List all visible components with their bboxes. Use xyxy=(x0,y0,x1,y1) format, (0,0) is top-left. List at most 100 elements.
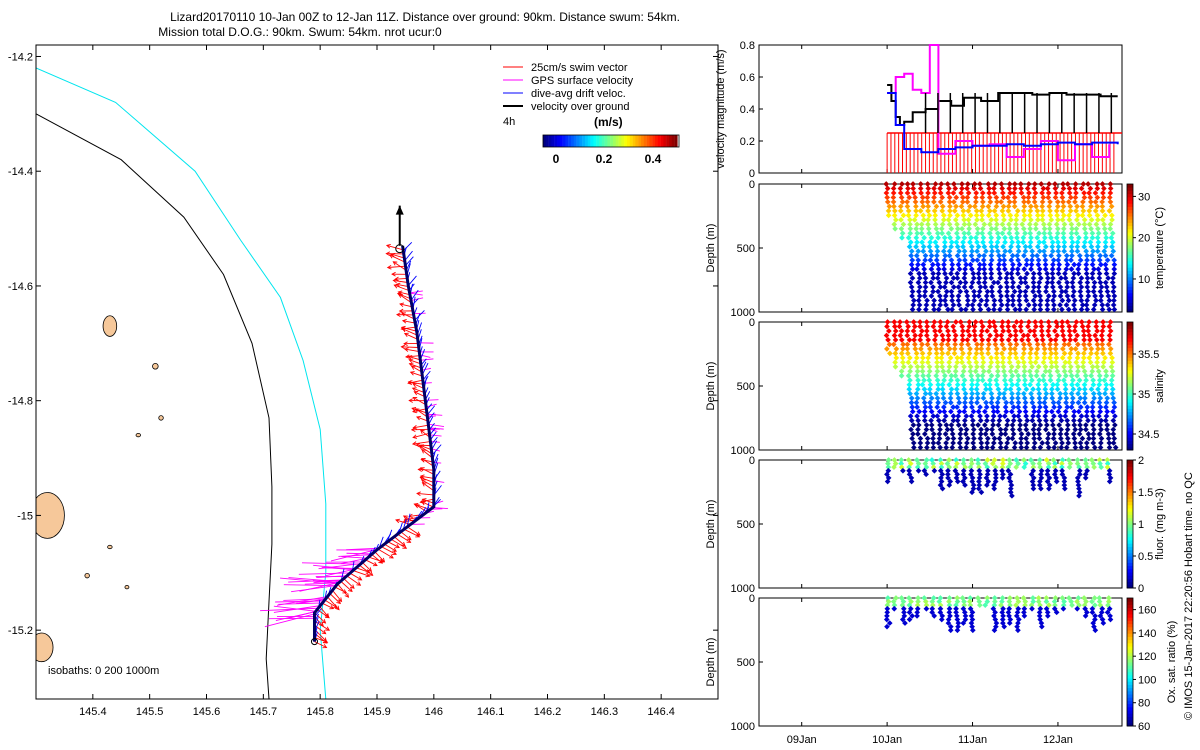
profile-dot xyxy=(981,279,988,286)
profile-dot xyxy=(1109,279,1116,286)
profile-dot xyxy=(1074,239,1081,246)
profile-dot xyxy=(1096,457,1103,463)
profile-dot xyxy=(979,328,985,334)
profile-dot xyxy=(901,609,907,616)
panel-colorbar-cell xyxy=(1127,642,1133,647)
gps-vector xyxy=(433,480,445,483)
profile-dot xyxy=(979,225,986,232)
profile-dot xyxy=(1101,248,1108,255)
profile-dot xyxy=(987,386,993,393)
profile-dot xyxy=(906,243,913,250)
gps-vector xyxy=(425,403,437,408)
profile-dot xyxy=(1072,346,1079,352)
profile-dot xyxy=(969,377,975,384)
swim-vector xyxy=(402,328,418,336)
swim-vector-head xyxy=(356,581,362,586)
panel-colorbar-cell xyxy=(1127,556,1133,560)
profile-dot xyxy=(916,302,923,308)
profile-dot xyxy=(972,319,979,325)
profile-dot xyxy=(964,337,971,343)
profile-dot xyxy=(944,426,951,433)
profile-dot xyxy=(1096,390,1103,397)
panel-colorbar-cell xyxy=(1127,652,1133,657)
profile-dot xyxy=(1007,190,1013,196)
panel-colorbar-cell xyxy=(1127,498,1133,503)
profile-dot xyxy=(975,422,981,428)
time-tick-label: 11Jan xyxy=(958,734,987,746)
profile-dot xyxy=(959,323,966,330)
profile-dot xyxy=(961,422,968,428)
profile-dot xyxy=(1018,435,1024,442)
profile-dot xyxy=(1057,395,1063,401)
profile-dot xyxy=(966,332,973,339)
profile-dot xyxy=(921,293,928,299)
profile-dot xyxy=(999,230,1006,237)
panel-colorbar-cell xyxy=(1127,517,1133,522)
profile-dot xyxy=(908,395,915,401)
profile-dot xyxy=(990,417,996,424)
profile-dot xyxy=(1069,239,1076,246)
profile-dot xyxy=(906,595,912,601)
profile-dot xyxy=(977,306,984,313)
profile-dot xyxy=(1046,225,1053,232)
profile-dot xyxy=(969,404,975,410)
profile-dot xyxy=(910,431,916,437)
time-tick-label: 09Jan xyxy=(787,734,817,746)
profile-dot xyxy=(966,350,973,357)
profile-dot xyxy=(1028,372,1034,379)
profile-dot xyxy=(993,203,1000,210)
gps-vector xyxy=(419,354,431,358)
profile-dot xyxy=(1105,431,1112,437)
profile-dot xyxy=(1060,605,1067,612)
map-xtick-label: 146.2 xyxy=(534,706,562,718)
profile-dot xyxy=(917,435,924,442)
swim-vector-head xyxy=(400,344,406,350)
profile-dot xyxy=(921,270,928,277)
profile-dot xyxy=(887,350,893,357)
swim-vector-head xyxy=(392,261,398,266)
profile-dot xyxy=(1102,417,1109,424)
profile-dot xyxy=(944,181,951,187)
swim-vector xyxy=(421,479,435,488)
profile-dot xyxy=(950,190,957,196)
profile-dot xyxy=(1003,444,1009,451)
profile-dot xyxy=(1091,444,1098,451)
swim-vector xyxy=(422,498,434,504)
swim-vector xyxy=(411,428,429,431)
profile-dot xyxy=(971,435,977,442)
profile-dot xyxy=(1021,203,1028,210)
swim-vector-head xyxy=(391,271,396,277)
profile-dot xyxy=(1105,595,1112,601)
profile-dot xyxy=(1105,435,1112,442)
profile-dot xyxy=(983,302,989,308)
profile-dot xyxy=(1036,613,1043,619)
profile-dot xyxy=(999,319,1006,325)
profile-dot xyxy=(954,377,961,384)
swim-vector-head xyxy=(380,557,386,563)
profile-dot xyxy=(1015,598,1022,605)
map-ytick-label: -15.2 xyxy=(8,625,33,637)
profile-dot xyxy=(1045,275,1051,281)
swim-vector xyxy=(324,599,338,609)
profile-dot xyxy=(927,390,933,397)
profile-dot xyxy=(918,346,924,352)
profile-dot xyxy=(962,431,969,437)
colorbar-cell xyxy=(579,135,583,147)
swim-vector-head xyxy=(420,458,426,463)
profile-dot xyxy=(1088,372,1095,379)
profile-dot xyxy=(934,363,940,370)
profile-dot xyxy=(1037,275,1044,281)
profile-dot xyxy=(959,185,965,192)
panel-colorbar-cell xyxy=(1127,395,1133,400)
profile-dot xyxy=(983,386,989,393)
profile-dot xyxy=(946,595,953,601)
profile-dot xyxy=(915,261,921,268)
profile-dot xyxy=(1106,194,1113,201)
profile-dot xyxy=(1107,185,1114,192)
panel-ylabel: velocity magnitude (m/s) xyxy=(715,49,727,168)
profile-dot xyxy=(1015,627,1021,634)
profile-dot xyxy=(1074,203,1080,210)
profile-dot xyxy=(910,185,917,192)
profile-dot xyxy=(891,208,898,214)
profile-dot xyxy=(1089,261,1096,268)
